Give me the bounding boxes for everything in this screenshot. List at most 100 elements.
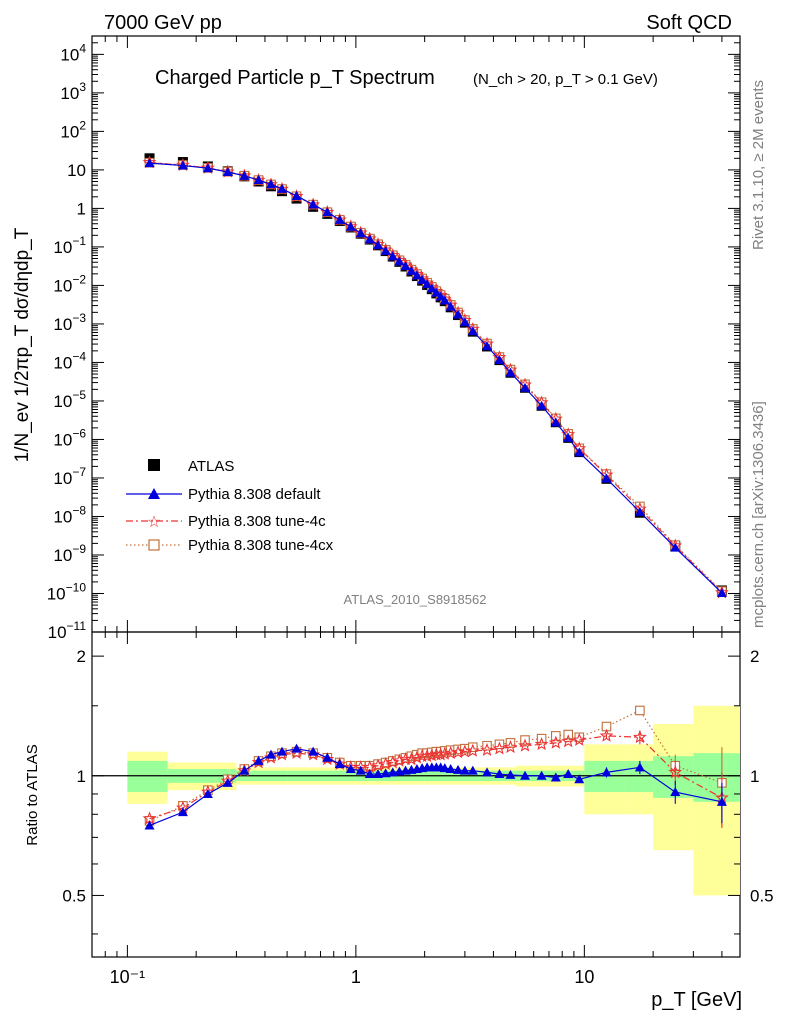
marker-default — [563, 432, 574, 442]
marker-default — [482, 341, 493, 351]
marker-default — [439, 295, 450, 305]
band-green — [693, 753, 740, 802]
ratio-ylabel: Ratio to ATLAS — [24, 744, 41, 845]
main-ylabel: 1/N_ev 1/2πp_T dσ/dηdp_T — [12, 227, 33, 462]
marker-default — [277, 183, 288, 193]
marker-default — [536, 400, 547, 410]
marker-default — [291, 190, 302, 200]
header-left: 7000 GeV pp — [104, 12, 222, 34]
y-tick-exponent: −1 — [72, 234, 86, 248]
marker-tune4c — [320, 752, 335, 766]
ratio-tick-label-right: 0.5 — [750, 886, 774, 905]
axis-ticks: 10⁻¹ 1 1010−1110−1010−910−810−710−610−510−… — [47, 35, 774, 987]
marker-default — [459, 317, 470, 327]
marker-tune4c — [492, 741, 507, 755]
marker-default — [334, 759, 345, 769]
legend-marker-default — [148, 488, 160, 499]
marker-default — [453, 764, 464, 774]
marker-default — [520, 770, 531, 780]
marker-tune4c — [632, 730, 647, 744]
marker-default — [435, 291, 446, 301]
marker-default — [453, 309, 464, 319]
marker-default — [494, 769, 505, 779]
y-tick-label: 10−4 — [53, 349, 86, 372]
marker-default — [253, 755, 264, 765]
marker-default — [177, 807, 188, 817]
data-series — [142, 153, 729, 830]
marker-default — [373, 769, 384, 779]
marker-default — [177, 160, 188, 170]
marker-tune4c — [437, 746, 452, 760]
band-green — [127, 760, 168, 793]
marker-default — [380, 768, 391, 778]
marker-default — [355, 765, 366, 775]
y-tick-label: 10−1 — [53, 234, 86, 257]
marker-default — [550, 772, 561, 782]
marker-default — [265, 179, 276, 189]
marker-default — [406, 265, 417, 275]
marker-default — [277, 746, 288, 756]
marker-default — [426, 283, 437, 293]
y-tick-label: 10−11 — [48, 619, 87, 642]
legend-marker-tune4cx — [148, 539, 160, 551]
y-tick-exponent: 2 — [79, 118, 86, 132]
marker-default — [202, 788, 213, 798]
chart-subtitle: (N_ch > 20, p_T > 0.1 GeV) — [473, 71, 658, 88]
legend: ATLAS Pythia 8.308 default ☆ Pythia 8.30… — [126, 458, 334, 554]
marker-default — [222, 777, 233, 787]
marker-default — [482, 767, 493, 777]
y-tick-label: 10−2 — [53, 272, 86, 295]
y-tick-exponent: 3 — [79, 80, 86, 94]
marker-default — [202, 163, 213, 173]
x-tick-label: 10 — [574, 967, 594, 987]
marker-tune4c — [534, 737, 549, 751]
marker-tune4c — [668, 765, 683, 779]
y-tick-label: 102 — [60, 118, 86, 141]
x-tick-label: 1 — [351, 967, 361, 987]
marker-default — [550, 417, 561, 427]
y-tick-label: 10−10 — [47, 580, 87, 603]
marker-tune4c — [420, 748, 434, 763]
marker-default — [387, 251, 398, 261]
marker-default — [364, 769, 375, 779]
chart-title: Charged Particle p_T Spectrum — [155, 67, 435, 89]
mcplots-note: mcplots.cern.ch [arXiv:1306.3436] — [750, 401, 767, 628]
marker-tune4c — [572, 732, 587, 746]
marker-default — [239, 765, 250, 775]
y-tick-label: 10−6 — [53, 426, 86, 449]
marker-default — [355, 228, 366, 238]
y-tick-exponent: −11 — [67, 619, 87, 633]
marker-default — [291, 743, 302, 753]
marker-default — [253, 175, 264, 185]
uncertainty-bands — [92, 705, 740, 896]
marker-default — [494, 354, 505, 364]
marker-default — [380, 245, 391, 255]
marker-tune4c — [451, 745, 465, 759]
marker-default — [601, 767, 612, 777]
marker-default — [520, 382, 531, 392]
ratio-tick-label-right: 2 — [750, 647, 759, 666]
marker-default — [670, 787, 681, 797]
analysis-id: ATLAS_2010_S8918562 — [344, 592, 487, 607]
marker-tune4c — [503, 739, 518, 754]
marker-default — [716, 587, 727, 597]
marker-tune4c — [251, 755, 266, 769]
legend-label-atlas: ATLAS — [188, 458, 234, 475]
legend-label-tune4cx: Pythia 8.308 tune-4cx — [188, 537, 334, 554]
marker-default — [422, 279, 433, 289]
y-tick-label: 103 — [60, 80, 86, 103]
header-right: Soft QCD — [646, 12, 732, 34]
marker-default — [445, 764, 456, 774]
marker-default — [400, 261, 411, 271]
marker-default — [322, 752, 333, 762]
marker-default — [411, 270, 422, 280]
marker-default — [364, 234, 375, 244]
y-tick-label: 10−8 — [53, 503, 86, 526]
marker-tune4cx — [468, 742, 478, 753]
marker-tune4c — [599, 728, 614, 742]
xlabel: p_T [GeV] — [651, 989, 742, 1011]
marker-default — [144, 820, 155, 830]
marker-default — [467, 326, 478, 336]
y-tick-exponent: 4 — [79, 41, 86, 55]
x-tick-label: 10⁻¹ — [110, 967, 146, 987]
